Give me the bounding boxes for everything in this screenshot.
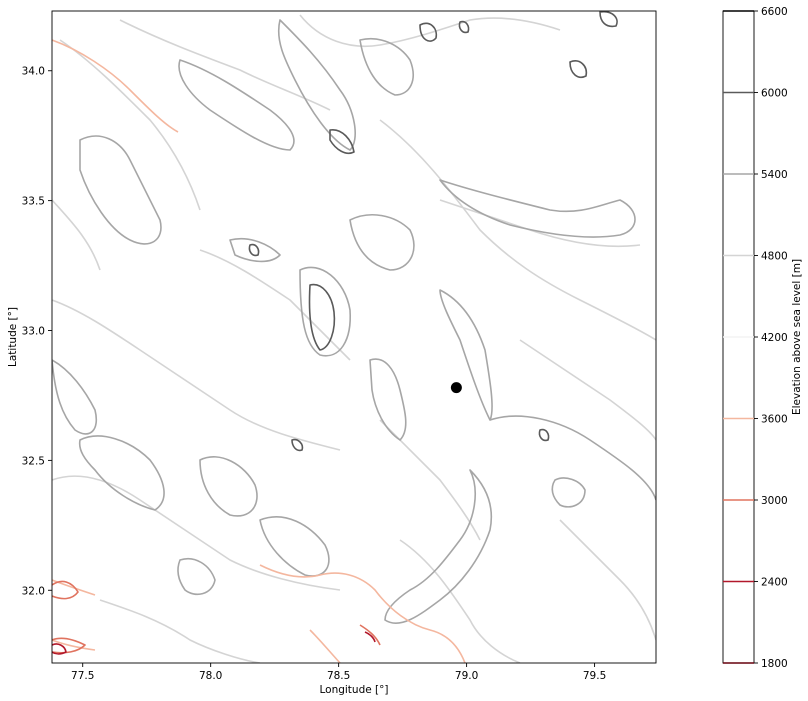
colorbar-tick-label: 4200 xyxy=(761,332,788,344)
colorbar-tick-label: 1800 xyxy=(761,658,788,670)
colorbar-tick-label: 4800 xyxy=(761,251,788,263)
x-tick-label: 77.5 xyxy=(71,670,94,682)
colorbar-tick-label: 2400 xyxy=(761,577,788,589)
colorbar: 1800 2400 3000 3600 4200 4800 5400 6000 6600 Ele… xyxy=(722,6,803,670)
y-tick-label: 34.0 xyxy=(22,66,45,78)
x-tick-label: 79.0 xyxy=(455,670,478,682)
colorbar-tick-label: 3000 xyxy=(761,495,788,507)
plot-frame xyxy=(51,10,657,664)
contour-level-3600 xyxy=(52,39,466,663)
x-axis: 77.5 78.0 78.5 79.0 79.5 xyxy=(71,663,606,682)
colorbar-tick-label: 6600 xyxy=(761,6,788,18)
contour-lines xyxy=(52,11,656,663)
colorbar-tick-label: 3600 xyxy=(761,414,788,426)
plot-background xyxy=(52,11,656,663)
x-axis-label: Longitude [°] xyxy=(319,684,388,696)
colorbar-label: Elevation above sea level [m] xyxy=(791,259,803,415)
x-tick-label: 79.5 xyxy=(583,670,606,682)
y-tick-label: 33.5 xyxy=(22,196,45,208)
x-tick-label: 78.0 xyxy=(199,670,222,682)
colorbar-tick-label: 5400 xyxy=(761,169,788,181)
plot-area xyxy=(51,10,657,664)
colorbar-tick-label: 6000 xyxy=(761,88,788,100)
y-axis-label: Latitude [°] xyxy=(7,307,19,367)
x-tick-label: 78.5 xyxy=(327,670,350,682)
contour-level-6000 xyxy=(248,11,618,452)
y-tick-label: 32.0 xyxy=(22,585,45,597)
y-axis: 32.0 32.5 33.0 33.5 34.0 xyxy=(22,66,52,597)
y-tick-label: 33.0 xyxy=(22,326,45,338)
contour-level-5400 xyxy=(52,19,656,625)
site-marker xyxy=(450,382,462,394)
y-tick-label: 32.5 xyxy=(22,455,45,467)
contour-level-2400 xyxy=(52,631,376,655)
